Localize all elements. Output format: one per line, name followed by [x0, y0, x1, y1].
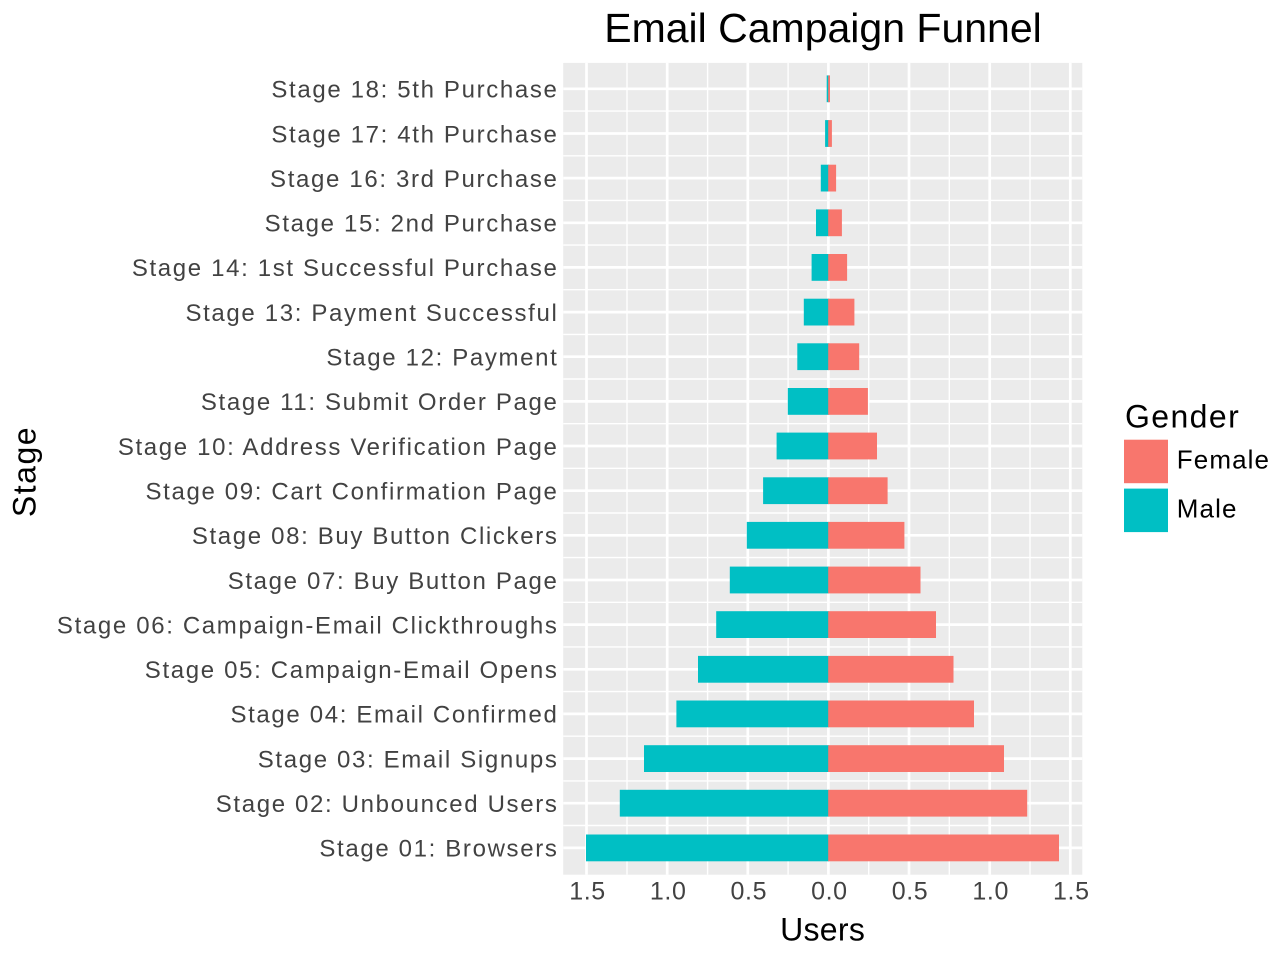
svg-text:0.5: 0.5 — [731, 878, 768, 906]
svg-text:1.0: 1.0 — [972, 878, 1009, 906]
svg-text:Stage 11: Submit Order Page: Stage 11: Submit Order Page — [201, 389, 559, 416]
svg-text:Stage 12: Payment: Stage 12: Payment — [326, 345, 558, 372]
svg-text:Stage 04: Email Confirmed: Stage 04: Email Confirmed — [230, 702, 558, 729]
svg-text:Stage 08: Buy Button Clickers: Stage 08: Buy Button Clickers — [192, 523, 559, 550]
svg-text:Stage 05: Campaign-Email Opens: Stage 05: Campaign-Email Opens — [145, 657, 559, 684]
svg-text:Stage 06: Campaign-Email Click: Stage 06: Campaign-Email Clickthroughs — [57, 612, 559, 639]
svg-text:Male: Male — [1177, 494, 1238, 524]
svg-text:Stage 17: 4th Purchase: Stage 17: 4th Purchase — [271, 121, 558, 148]
svg-text:1.5: 1.5 — [569, 878, 606, 906]
svg-text:Email Campaign Funnel: Email Campaign Funnel — [604, 5, 1042, 51]
svg-text:0.5: 0.5 — [892, 878, 929, 906]
svg-text:Stage 03: Email Signups: Stage 03: Email Signups — [258, 746, 559, 773]
svg-text:Stage 02: Unbounced Users: Stage 02: Unbounced Users — [216, 791, 559, 818]
svg-text:Stage 15: 2nd Purchase: Stage 15: 2nd Purchase — [265, 211, 559, 238]
svg-text:Stage 01: Browsers: Stage 01: Browsers — [319, 836, 558, 863]
svg-text:Stage 16: 3rd Purchase: Stage 16: 3rd Purchase — [270, 166, 558, 193]
svg-text:0.0: 0.0 — [811, 878, 848, 906]
svg-text:1.5: 1.5 — [1053, 878, 1090, 906]
svg-text:Stage: Stage — [7, 426, 43, 517]
svg-text:Female: Female — [1177, 445, 1270, 475]
svg-text:1.0: 1.0 — [650, 878, 687, 906]
svg-text:Gender: Gender — [1125, 399, 1240, 435]
svg-text:Stage 10: Address Verification: Stage 10: Address Verification Page — [118, 434, 559, 461]
svg-text:Users: Users — [780, 912, 865, 948]
svg-text:Stage 14: 1st Successful Purch: Stage 14: 1st Successful Purchase — [132, 255, 559, 282]
svg-text:Stage 13: Payment Successful: Stage 13: Payment Successful — [185, 300, 558, 327]
svg-text:Stage 18: 5th Purchase: Stage 18: 5th Purchase — [271, 77, 558, 104]
svg-text:Stage 09: Cart Confirmation Pa: Stage 09: Cart Confirmation Page — [146, 479, 559, 506]
svg-text:Stage 07: Buy Button Page: Stage 07: Buy Button Page — [228, 568, 559, 595]
